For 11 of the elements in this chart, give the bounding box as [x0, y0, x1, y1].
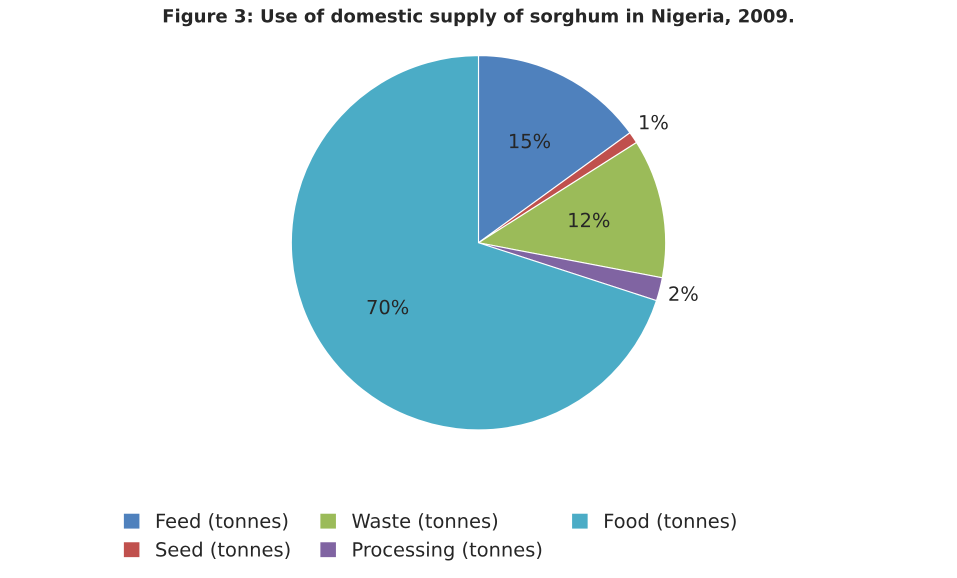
data-label: 70% — [368, 300, 408, 314]
legend-label: Feed (tonnes) — [156, 513, 288, 530]
legend-label: Processing (tonnes) — [353, 542, 542, 560]
legend-label: Food (tonnes) — [605, 513, 736, 530]
chart-title: Figure 3: Use of domestic supply of sorghum in Nigeria, 2009. — [164, 8, 793, 26]
data-label: 1% — [640, 114, 668, 130]
data-label: 15% — [510, 134, 550, 148]
data-label: 2% — [669, 286, 698, 301]
legend-label: Seed (tonnes) — [156, 542, 290, 560]
legend-label: Waste (tonnes) — [352, 513, 498, 530]
data-label: 12% — [569, 212, 610, 228]
